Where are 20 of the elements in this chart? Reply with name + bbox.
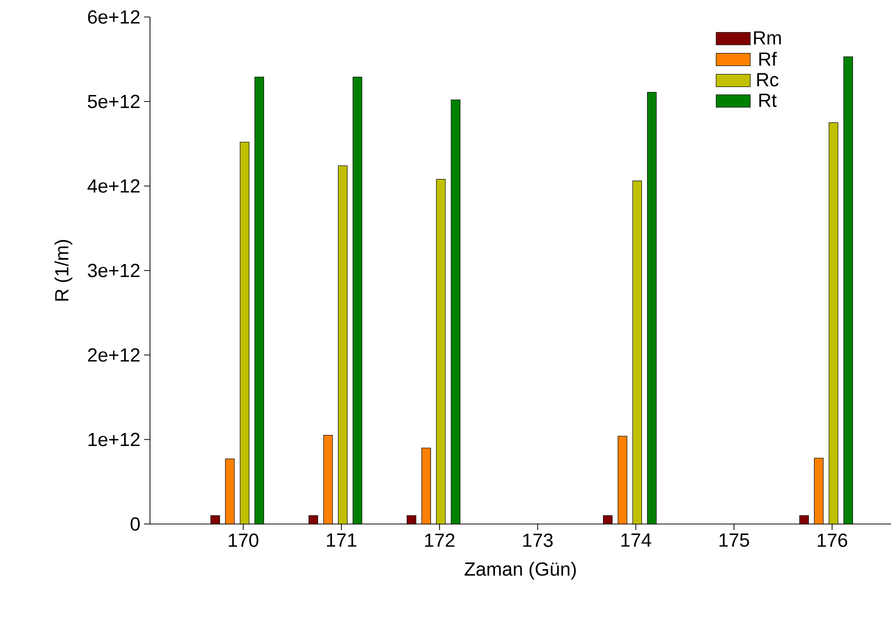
y-tick-label: 1e+12 — [88, 432, 140, 446]
x-axis-title: Zaman (Gün) — [464, 562, 576, 580]
legend-label: Rf — [759, 52, 777, 66]
legend-label: Rc — [757, 73, 778, 86]
y-tick-label: 5e+12 — [88, 94, 140, 108]
y-tick-label: 4e+12 — [88, 179, 140, 193]
x-tick-label: 170 — [228, 534, 258, 547]
x-tick-label: 173 — [523, 534, 553, 547]
legend-label: Rt — [759, 94, 777, 107]
y-tick-label: 6e+12 — [88, 10, 140, 24]
x-tick-label: 171 — [326, 534, 356, 547]
x-tick-label: 174 — [621, 534, 652, 547]
y-tick-label: 3e+12 — [88, 264, 140, 278]
y-axis-title: R (1/m) — [54, 240, 72, 301]
x-tick-label: 172 — [425, 534, 454, 547]
legend-label: Rm — [754, 31, 781, 44]
x-tick-label: 175 — [720, 534, 750, 547]
x-tick-label: 176 — [818, 534, 848, 547]
y-tick-label: 2e+12 — [88, 348, 140, 362]
y-tick-label: 0 — [130, 517, 140, 531]
